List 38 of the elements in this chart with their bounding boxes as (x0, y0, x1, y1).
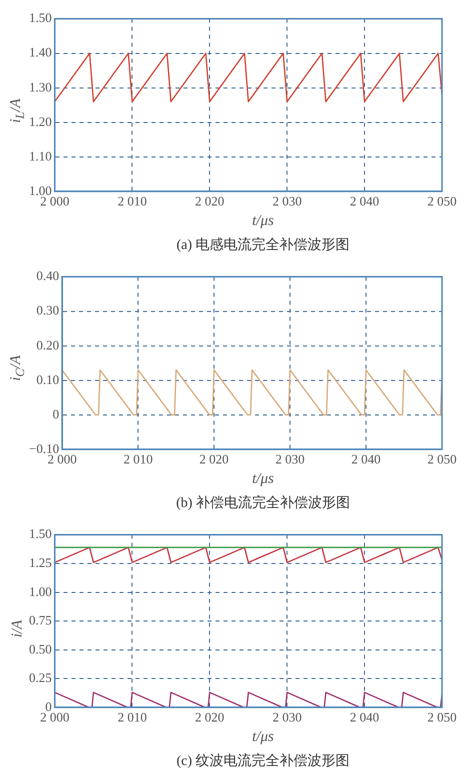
y-tick-label: 0.30 (36, 302, 60, 318)
y-tick-label: 0 (52, 406, 60, 422)
x-tick-label: 2 050 (427, 452, 457, 467)
x-axis-title: t/μs (251, 213, 275, 230)
x-tick-label: 2 020 (199, 452, 229, 467)
text: (a) 电感电流完全补偿波形图 (175, 236, 351, 254)
x-tick-label: 2 030 (272, 710, 302, 725)
x-tick-label: 2 020 (195, 710, 224, 725)
y-tick-label: 1.10 (29, 148, 52, 164)
x-axis-title: t/μs (251, 471, 275, 488)
y-axis-title: i/A (10, 619, 26, 638)
y-tick-label: 0.10 (36, 372, 60, 387)
y-tick-label: 1.50 (29, 526, 52, 542)
x-tick-label: 2 040 (351, 452, 381, 467)
y-tick-label: 1.00 (29, 584, 52, 599)
y-tick-label: 0.25 (29, 670, 52, 686)
y-tick-label: 0.75 (29, 612, 52, 628)
y-tick-label: 1.30 (29, 79, 52, 94)
x-tick-label: 2 020 (195, 194, 224, 209)
x-tick-label: 2 010 (118, 710, 147, 725)
y-tick-label: 0.50 (29, 641, 52, 656)
y-tick-label: 1.25 (29, 554, 52, 570)
y-tick-label: 0.40 (36, 268, 60, 284)
x-tick-label: 2 050 (427, 194, 457, 209)
x-tick-label: 2 040 (350, 710, 380, 725)
x-tick-label: 2 040 (350, 194, 380, 209)
x-tick-label: 2 050 (427, 710, 457, 725)
text: (c) 纹波电流完全补偿波形图 (175, 752, 351, 770)
y-tick-label: 1.40 (29, 44, 52, 60)
y-tick-label: 0.20 (36, 337, 60, 352)
y-tick-label: 1.50 (29, 10, 52, 26)
x-tick-label: 2 030 (275, 452, 305, 467)
y-tick-label: 1.20 (29, 114, 52, 129)
text: (b) 补偿电流完全补偿波形图 (175, 494, 351, 512)
x-tick-label: 2 010 (123, 452, 153, 467)
x-tick-label: 2 030 (272, 194, 302, 209)
x-tick-label: 2 010 (118, 194, 147, 209)
x-axis-title: t/μs (251, 729, 275, 746)
